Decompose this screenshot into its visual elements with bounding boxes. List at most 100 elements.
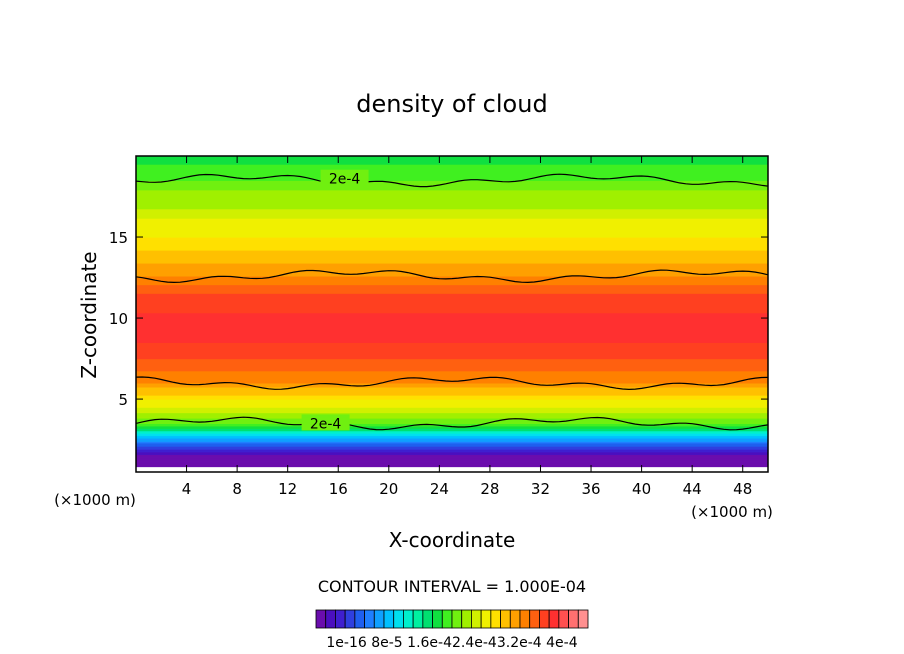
field-band	[136, 433, 768, 437]
x-tick-label: 48	[733, 480, 752, 498]
colorbar-swatch	[441, 609, 453, 629]
colorbar	[315, 609, 589, 629]
y-tick-label: 15	[109, 229, 128, 247]
colorbar-swatch	[354, 609, 365, 629]
field-band	[136, 218, 768, 229]
colorbar-swatch	[471, 609, 482, 629]
colorbar-labels: 1e-16 8e-5 1.6e-42.4e-43.2e-4 4e-4	[326, 635, 577, 651]
colorbar-swatch	[548, 609, 560, 629]
colorbar-swatch	[403, 609, 414, 629]
field-band	[136, 346, 768, 352]
colorbar-swatch	[577, 609, 589, 629]
field-band	[136, 334, 768, 339]
field-band	[136, 425, 768, 429]
y-tick-label: 5	[118, 391, 128, 409]
field-band	[136, 386, 768, 392]
colorbar-swatch	[383, 609, 395, 629]
field-band	[136, 262, 768, 271]
field-band	[136, 350, 768, 356]
field-band	[136, 354, 768, 360]
field-band	[136, 463, 768, 466]
x-unit-left: (×1000 m)	[54, 491, 136, 509]
field-band	[136, 328, 768, 335]
field-band	[136, 164, 768, 169]
field-band	[136, 323, 768, 330]
field-band	[136, 449, 768, 451]
field-band	[136, 420, 768, 424]
contour-interval-label: CONTOUR INTERVAL = 1.000E-04	[318, 577, 586, 596]
field-band	[136, 399, 768, 404]
field-band	[136, 447, 768, 450]
field-band	[136, 409, 768, 414]
field-band	[136, 362, 768, 368]
field-band	[136, 318, 768, 325]
y-tick-label: 10	[109, 310, 128, 328]
colorbar-swatch	[325, 609, 336, 629]
field-band	[136, 256, 768, 264]
field-band	[136, 430, 768, 434]
x-axis-label: X-coordinate	[389, 528, 516, 552]
colorbar-swatch	[373, 609, 385, 629]
field-band	[136, 312, 768, 319]
colorbar-swatch	[461, 609, 472, 629]
field-band	[136, 465, 768, 468]
colorbar-swatch	[509, 609, 521, 629]
colorbar-swatch	[315, 609, 327, 629]
x-tick-label: 32	[531, 480, 550, 498]
field-band	[136, 390, 768, 396]
field-band	[136, 293, 768, 299]
x-unit-right: (×1000 m)	[691, 503, 773, 521]
field-band	[136, 370, 768, 376]
field-band	[136, 199, 768, 210]
field-band	[136, 338, 768, 343]
colorbar-swatch	[335, 609, 346, 629]
field-band	[136, 441, 768, 444]
colorbar-swatch	[412, 609, 424, 629]
x-tick-label: 8	[232, 480, 242, 498]
x-tick-label: 40	[632, 480, 651, 498]
field-band	[136, 444, 768, 447]
contour-label-bg	[301, 414, 350, 431]
field-band	[136, 243, 768, 251]
contour-label: 2e-4	[310, 416, 342, 432]
x-tick-label: 4	[182, 480, 192, 498]
colorbar-swatch	[558, 609, 569, 629]
field-band	[136, 189, 768, 200]
colorbar-swatch	[432, 609, 443, 629]
colorbar-swatch	[422, 609, 433, 629]
x-tick-label: 28	[480, 480, 499, 498]
colorbar-swatch	[500, 609, 511, 629]
contour-line	[135, 376, 769, 391]
field-band	[136, 455, 768, 459]
field-band	[136, 156, 768, 161]
field-band	[136, 450, 768, 453]
colorbar-swatch	[539, 609, 550, 629]
plot-frame	[135, 155, 769, 473]
y-axis-label: Z-coordinate	[77, 251, 101, 378]
field-band	[136, 442, 768, 446]
field-band	[136, 269, 768, 277]
field-band	[136, 461, 768, 464]
field-band	[136, 227, 768, 238]
field-band	[136, 403, 768, 408]
field-band	[136, 280, 768, 286]
field-band	[136, 160, 768, 165]
contour-line	[135, 173, 769, 188]
field-band	[136, 459, 768, 463]
field-band	[136, 249, 768, 258]
field-band	[136, 435, 768, 439]
field-band	[136, 301, 768, 308]
field-band	[136, 342, 768, 348]
contour-label: 2e-4	[329, 172, 361, 188]
x-tick-label: 16	[329, 480, 348, 498]
field-band	[136, 297, 768, 303]
colorbar-swatch	[519, 609, 531, 629]
field-band	[136, 237, 768, 245]
colorbar-swatch	[344, 609, 356, 629]
field-band	[136, 423, 768, 427]
field-band	[136, 358, 768, 364]
field-band	[136, 382, 768, 388]
field-band	[136, 407, 768, 411]
